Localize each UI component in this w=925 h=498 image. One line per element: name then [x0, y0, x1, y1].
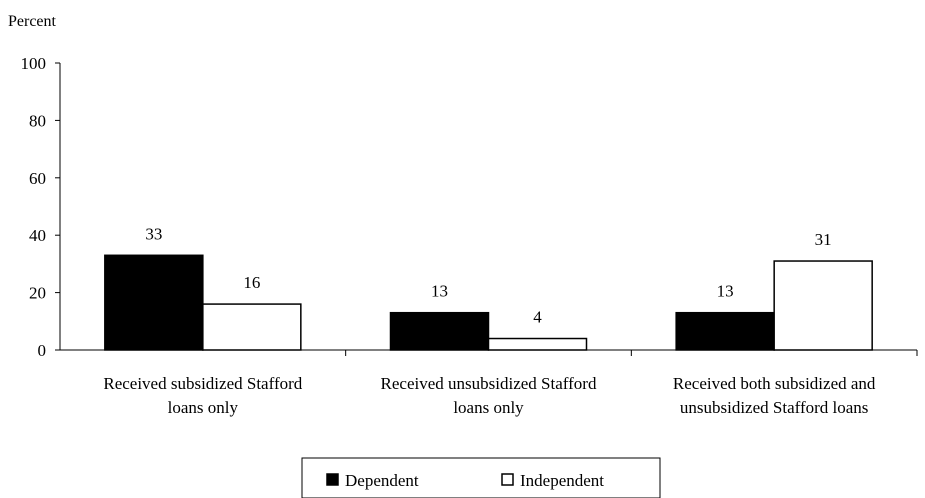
bar-independent-3 [773, 260, 873, 351]
legend-label-independent: Independent [520, 471, 604, 490]
value-label-dependent-1: 33 [145, 224, 162, 243]
legend-label-dependent: Dependent [345, 471, 419, 490]
value-label-independent-2: 4 [533, 308, 542, 327]
category-label-1: Received subsidized Stafford [103, 374, 302, 393]
bar-dependent-1 [104, 254, 204, 351]
category-label-1: loans only [168, 398, 239, 417]
bar-independent-1 [202, 303, 302, 351]
category-label-3: Received both subsidized and [673, 374, 876, 393]
y-tick-label: 100 [21, 54, 47, 73]
y-tick-label: 60 [29, 169, 46, 188]
y-tick-label: 0 [38, 341, 47, 360]
category-label-2: Received unsubsidized Stafford [381, 374, 597, 393]
value-label-independent-1: 16 [243, 273, 260, 292]
legend-swatch-independent [501, 473, 514, 486]
y-tick-label: 80 [29, 111, 46, 130]
legend-swatch-dependent [326, 473, 339, 486]
value-label-dependent-3: 13 [717, 282, 734, 301]
value-label-independent-3: 31 [815, 230, 832, 249]
y-tick-label: 40 [29, 226, 46, 245]
y-axis-title: Percent [8, 13, 57, 30]
bar-dependent-3 [675, 311, 775, 351]
bar-dependent-2 [389, 311, 490, 351]
legend-box [301, 457, 661, 498]
y-tick-label: 20 [29, 284, 46, 303]
category-label-3: unsubsidized Stafford loans [680, 398, 869, 417]
bar-independent-2 [487, 337, 588, 351]
category-label-2: loans only [453, 398, 524, 417]
value-label-dependent-2: 13 [431, 282, 448, 301]
